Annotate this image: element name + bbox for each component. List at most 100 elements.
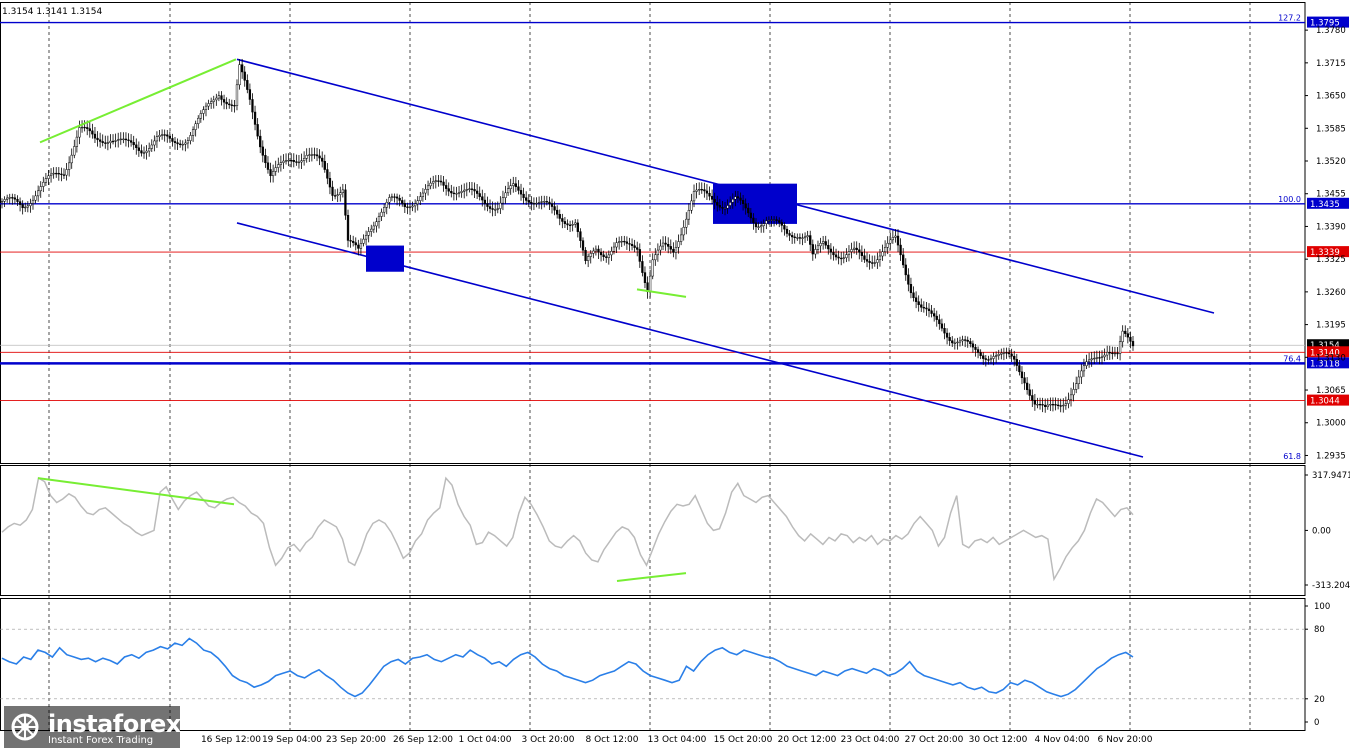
- candle-body: [519, 190, 523, 195]
- candle-body: [920, 304, 923, 308]
- candle-body: [220, 95, 223, 100]
- rsi-tick-label: 20: [1314, 695, 1325, 705]
- time-tick-label: 6 Nov 20:00: [1098, 735, 1153, 745]
- candle-body: [522, 193, 525, 198]
- candle-body: [951, 340, 954, 344]
- candle-body: [1129, 336, 1132, 342]
- candle-body: [865, 259, 869, 262]
- candle-body: [1062, 404, 1065, 407]
- candle-body: [111, 140, 115, 143]
- candle-body: [886, 242, 889, 248]
- candle-body: [819, 242, 822, 247]
- candle-body: [914, 297, 918, 302]
- candle-body: [1090, 358, 1093, 361]
- candle-body: [514, 183, 518, 187]
- candle-body: [1051, 404, 1055, 406]
- candle-body: [969, 341, 972, 345]
- candle-body: [1005, 352, 1008, 354]
- price-level-tag-label: 1.3435: [1310, 200, 1340, 210]
- candle-body: [772, 219, 776, 221]
- candle-body: [463, 189, 466, 192]
- candle-body: [457, 192, 461, 194]
- candle-body: [793, 236, 796, 238]
- rsi-pane: 100 80 20 0: [0, 602, 1330, 728]
- candle-body: [597, 248, 600, 253]
- candle-body: [315, 154, 319, 157]
- candle-body: [202, 109, 205, 114]
- candle-body: [651, 259, 654, 277]
- price-tick-label: 1.3650: [1316, 92, 1346, 102]
- candle-body: [0, 201, 4, 203]
- candle-body: [401, 200, 404, 204]
- candle-body: [34, 195, 37, 201]
- candle-body: [344, 189, 347, 216]
- candle-body: [832, 252, 835, 256]
- candle-body: [98, 139, 102, 142]
- candle-body: [465, 189, 468, 191]
- candle-body: [760, 225, 763, 228]
- candle-body: [1121, 330, 1124, 343]
- price-level-tag: [1307, 394, 1349, 406]
- candle-body: [364, 235, 368, 240]
- candle-body: [142, 152, 146, 154]
- candle-body: [731, 199, 734, 203]
- candle-body: [594, 248, 598, 252]
- candle-body: [747, 207, 750, 214]
- candle-body: [847, 251, 851, 255]
- candle-body: [49, 173, 53, 177]
- pane-frame: [0, 2, 1306, 464]
- time-tick-label: 27 Oct 20:00: [905, 735, 964, 745]
- time-tick-label: 23 Sep 20:00: [326, 735, 386, 745]
- candle-body: [674, 247, 678, 253]
- candle-body: [840, 257, 843, 260]
- candle-body: [21, 204, 24, 209]
- candle-body: [494, 209, 497, 211]
- candle-body: [158, 135, 161, 137]
- candle-body: [13, 197, 17, 200]
- candle-body: [31, 199, 35, 204]
- fib-level-label: 76.4: [1283, 354, 1301, 363]
- candle-body: [80, 126, 84, 129]
- candle-body: [148, 148, 151, 152]
- candle-body: [194, 123, 197, 130]
- candle-body: [264, 155, 267, 164]
- candle-body: [1025, 382, 1029, 391]
- support-zone: [366, 245, 404, 272]
- candle-body: [346, 214, 350, 241]
- candle-body: [155, 136, 159, 142]
- candle-body: [752, 217, 755, 224]
- candle-body: [416, 200, 419, 205]
- candle-body: [292, 160, 295, 162]
- candle-body: [855, 247, 858, 250]
- candle-body: [791, 235, 794, 238]
- time-gridlines: [48, 2, 1251, 730]
- candle-body: [775, 219, 778, 221]
- candle-body: [65, 169, 68, 176]
- candle-body: [321, 157, 324, 162]
- candle-body: [1056, 404, 1060, 407]
- candle-body: [788, 233, 791, 236]
- candle-body: [1069, 394, 1073, 400]
- candle-body: [470, 188, 474, 190]
- candle-body: [367, 231, 370, 236]
- candle-body: [73, 146, 76, 156]
- candle-body: [803, 236, 807, 239]
- price-tick-label: 1.3390: [1316, 222, 1346, 232]
- candle-body: [757, 226, 760, 228]
- candle-body: [323, 161, 326, 170]
- candle-body: [481, 196, 484, 201]
- candle-body: [705, 190, 709, 194]
- rsi-tick-label: 0: [1314, 718, 1319, 728]
- candle-body: [997, 354, 1000, 356]
- candle-body: [210, 101, 213, 104]
- candle-body: [163, 134, 166, 136]
- candle-body: [1000, 352, 1003, 355]
- candle-body: [96, 137, 99, 141]
- candle-body: [302, 158, 306, 161]
- price-tick-label: 1.3325: [1316, 255, 1346, 265]
- price-level-tag-label: 1.3154: [1310, 341, 1340, 351]
- candle-body: [550, 203, 554, 207]
- time-tick-label: 23 Oct 04:00: [841, 735, 900, 745]
- candle-body: [160, 134, 164, 136]
- candle-body: [638, 249, 641, 262]
